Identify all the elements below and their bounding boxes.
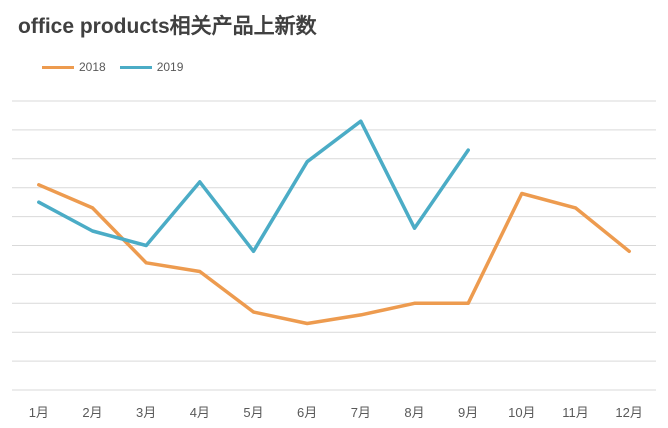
data-point-2018 <box>37 183 41 187</box>
x-tick-label: 12月 <box>615 405 642 420</box>
data-point-2018 <box>574 206 577 210</box>
data-point-2018 <box>91 206 94 210</box>
x-tick-label: 11月 <box>562 405 589 420</box>
x-tick-label: 4月 <box>190 405 210 420</box>
data-point-2019 <box>144 244 148 247</box>
x-tick-label: 7月 <box>351 405 371 420</box>
data-point-2019 <box>37 200 41 204</box>
data-point-2019 <box>91 229 94 233</box>
x-tick-label: 3月 <box>136 405 156 420</box>
series-line-2018 <box>37 183 631 326</box>
legend-item-2018: 2018 <box>42 60 106 74</box>
data-point-2019 <box>198 180 202 184</box>
x-tick-label: 8月 <box>404 405 424 420</box>
data-point-2018 <box>466 301 470 305</box>
data-point-2018 <box>252 310 255 314</box>
x-tick-label: 10月 <box>508 405 535 420</box>
data-point-2018 <box>520 191 524 195</box>
data-point-2018 <box>144 261 148 265</box>
data-point-2019 <box>466 148 470 152</box>
x-tick-label: 9月 <box>458 405 478 420</box>
data-point-2018 <box>627 249 631 253</box>
x-tick-label: 6月 <box>297 405 317 420</box>
data-point-2018 <box>359 313 363 317</box>
legend-swatch-2019 <box>119 65 152 69</box>
legend-label-2019: 2019 <box>156 60 184 74</box>
data-point-2019 <box>305 160 309 164</box>
legend-item-2019: 2019 <box>119 60 184 74</box>
data-point-2019 <box>413 226 416 230</box>
data-point-2019 <box>252 249 255 253</box>
x-tick-label: 1月 <box>29 405 49 420</box>
data-point-2018 <box>305 322 309 326</box>
data-point-2019 <box>359 119 363 123</box>
legend: 2018 2019 <box>42 60 197 74</box>
data-point-2018 <box>198 270 202 274</box>
legend-swatch-2018 <box>42 65 74 69</box>
series-line-2019 <box>37 119 470 254</box>
chart-title: office products相关产品上新数 <box>18 15 317 38</box>
data-point-2018 <box>413 301 416 305</box>
legend-label-2018: 2018 <box>79 60 106 74</box>
x-tick-label: 5月 <box>243 405 263 420</box>
x-tick-label: 2月 <box>82 405 102 420</box>
